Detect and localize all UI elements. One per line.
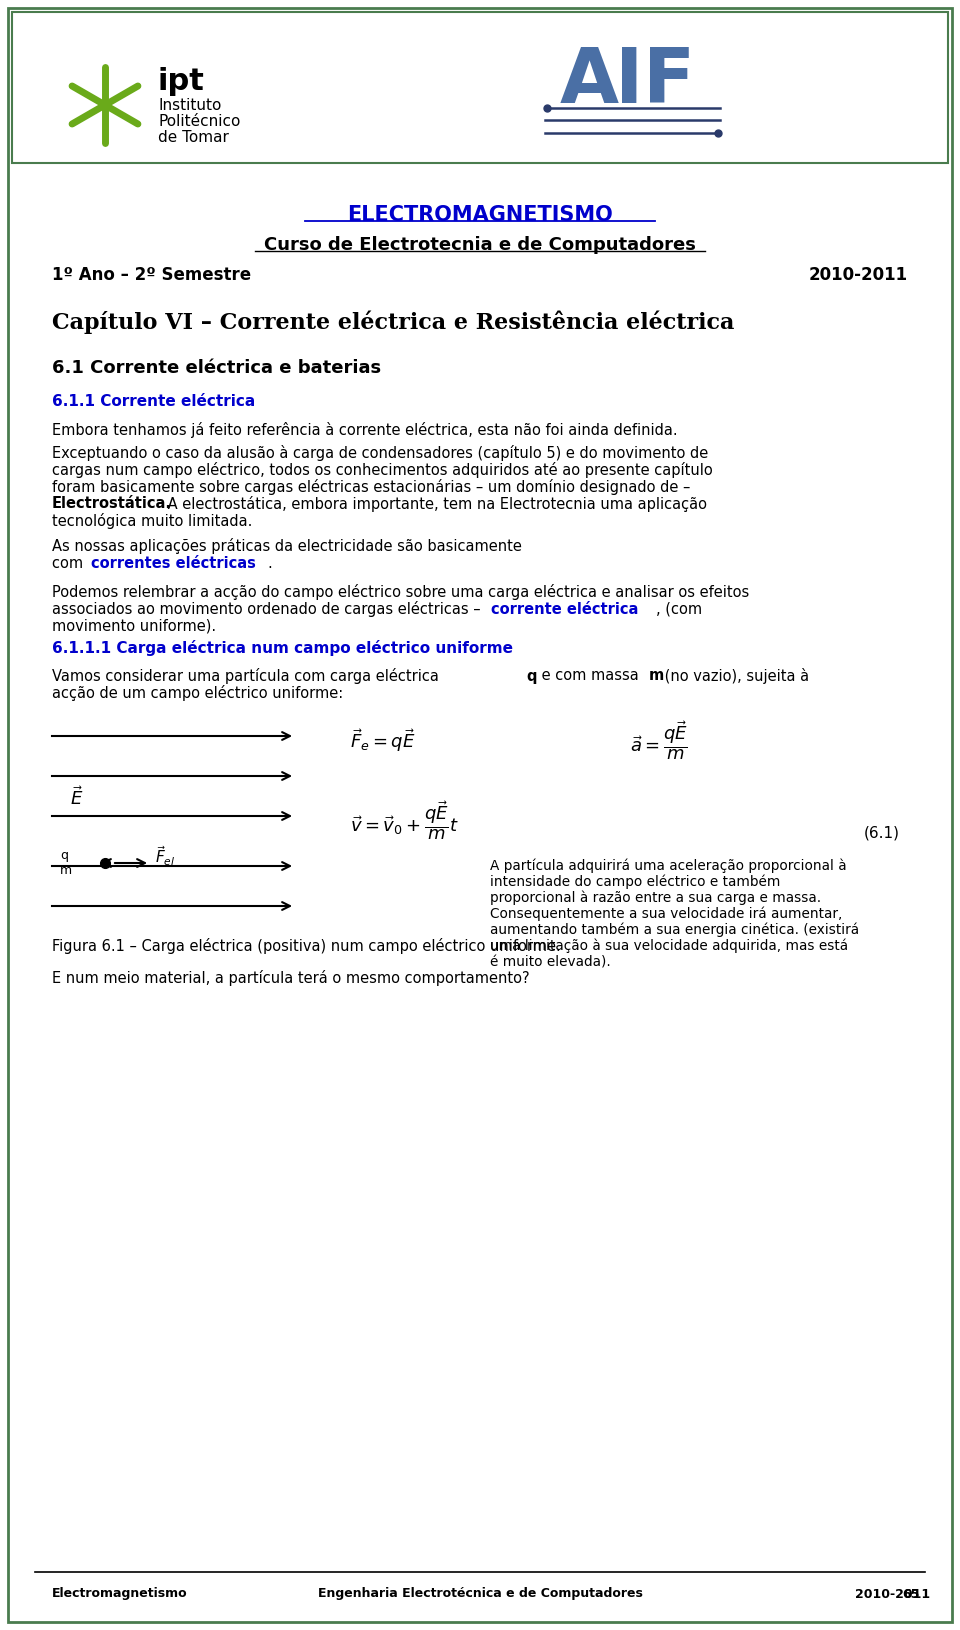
Text: e com massa: e com massa xyxy=(537,668,643,683)
Text: E num meio material, a partícula terá o mesmo comportamento?: E num meio material, a partícula terá o … xyxy=(52,970,530,986)
Text: 2010-2011: 2010-2011 xyxy=(855,1588,930,1601)
Text: cargas num campo eléctrico, todos os conhecimentos adquiridos até ao presente ca: cargas num campo eléctrico, todos os con… xyxy=(52,461,712,478)
Text: uma limitação à sua velocidade adquirida, mas está: uma limitação à sua velocidade adquirida… xyxy=(490,939,848,954)
Text: 2010-2011: 2010-2011 xyxy=(809,266,908,284)
Text: , (com: , (com xyxy=(656,601,702,616)
Text: .: . xyxy=(267,556,272,570)
Text: associados ao movimento ordenado de cargas eléctricas –: associados ao movimento ordenado de carg… xyxy=(52,601,485,618)
Text: Capítulo VI – Corrente eléctrica e Resistência eléctrica: Capítulo VI – Corrente eléctrica e Resis… xyxy=(52,310,734,334)
Text: Figura 6.1 – Carga eléctrica (positiva) num campo eléctrico uniforme.: Figura 6.1 – Carga eléctrica (positiva) … xyxy=(52,937,561,954)
Text: q: q xyxy=(526,668,537,683)
Text: (6.1): (6.1) xyxy=(864,825,900,841)
Text: m: m xyxy=(649,668,664,683)
Text: é muito elevada).: é muito elevada). xyxy=(490,955,611,968)
Text: movimento uniforme).: movimento uniforme). xyxy=(52,618,216,634)
Text: Podemos relembrar a acção do campo eléctrico sobre uma carga eléctrica e analisa: Podemos relembrar a acção do campo eléct… xyxy=(52,584,749,600)
Text: $\vec{v} = \vec{v}_0 + \dfrac{q\vec{E}}{m}t$: $\vec{v} = \vec{v}_0 + \dfrac{q\vec{E}}{… xyxy=(350,800,459,843)
Text: 6.1 Corrente eléctrica e baterias: 6.1 Corrente eléctrica e baterias xyxy=(52,359,381,377)
Text: foram basicamente sobre cargas eléctricas estacionárias – um domínio designado d: foram basicamente sobre cargas eléctrica… xyxy=(52,479,690,496)
Text: intensidade do campo eléctrico e também: intensidade do campo eléctrico e também xyxy=(490,875,780,890)
Text: corrente eléctrica: corrente eléctrica xyxy=(491,601,638,616)
Text: Embora tenhamos já feito referência à corrente eléctrica, esta não foi ainda def: Embora tenhamos já feito referência à co… xyxy=(52,422,678,438)
Text: F: F xyxy=(643,46,695,119)
Text: Politécnico: Politécnico xyxy=(158,114,240,129)
Text: I: I xyxy=(615,46,643,119)
Text: Instituto: Instituto xyxy=(158,98,222,112)
Text: 65: 65 xyxy=(902,1588,920,1601)
Text: proporcional à razão entre a sua carga e massa.: proporcional à razão entre a sua carga e… xyxy=(490,890,821,905)
Text: Exceptuando o caso da alusão à carga de condensadores (capítulo 5) e do moviment: Exceptuando o caso da alusão à carga de … xyxy=(52,445,708,461)
Text: A electrostática, embora importante, tem na Electrotecnia uma aplicação: A electrostática, embora importante, tem… xyxy=(163,496,707,512)
Text: Electromagnetismo: Electromagnetismo xyxy=(52,1588,187,1601)
Text: Consequentemente a sua velocidade irá aumentar,: Consequentemente a sua velocidade irá au… xyxy=(490,906,842,921)
Text: Engenharia Electrotécnica e de Computadores: Engenharia Electrotécnica e de Computado… xyxy=(318,1588,642,1601)
Text: 6.1.1 Corrente eléctrica: 6.1.1 Corrente eléctrica xyxy=(52,394,255,409)
Text: de Tomar: de Tomar xyxy=(158,129,228,145)
Text: $\vec{F}_e = q\vec{E}$: $\vec{F}_e = q\vec{E}$ xyxy=(350,727,416,755)
Text: $\vec{E}$: $\vec{E}$ xyxy=(70,787,84,810)
Text: A partícula adquirirá uma aceleração proporcional à: A partícula adquirirá uma aceleração pro… xyxy=(490,859,847,874)
Bar xyxy=(12,11,948,163)
Text: Vamos considerar uma partícula com carga eléctrica: Vamos considerar uma partícula com carga… xyxy=(52,668,444,685)
Text: Electrostática.: Electrostática. xyxy=(52,497,172,512)
Text: tecnológica muito limitada.: tecnológica muito limitada. xyxy=(52,513,252,530)
Text: (no vazio), sujeita à: (no vazio), sujeita à xyxy=(660,668,809,685)
Text: m: m xyxy=(60,864,72,877)
Text: correntes eléctricas: correntes eléctricas xyxy=(91,556,256,570)
Text: $\vec{F}_{el}$: $\vec{F}_{el}$ xyxy=(155,844,176,867)
Text: ipt: ipt xyxy=(158,67,204,96)
Text: Curso de Electrotecnia e de Computadores: Curso de Electrotecnia e de Computadores xyxy=(264,236,696,254)
Text: ELECTROMAGNETISMO: ELECTROMAGNETISMO xyxy=(348,205,612,225)
Text: acção de um campo eléctrico uniforme:: acção de um campo eléctrico uniforme: xyxy=(52,685,344,701)
Text: $\vec{a} = \dfrac{q\vec{E}}{m}$: $\vec{a} = \dfrac{q\vec{E}}{m}$ xyxy=(630,720,688,763)
Text: com: com xyxy=(52,556,87,570)
Text: aumentando também a sua energia cinética. (existirá: aumentando também a sua energia cinética… xyxy=(490,923,859,937)
Text: q: q xyxy=(60,849,68,862)
Text: A: A xyxy=(560,46,619,119)
Text: As nossas aplicações práticas da electricidade são basicamente: As nossas aplicações práticas da electri… xyxy=(52,538,522,554)
Text: 6.1.1.1 Carga eléctrica num campo eléctrico uniforme: 6.1.1.1 Carga eléctrica num campo eléctr… xyxy=(52,641,513,655)
Text: 1º Ano – 2º Semestre: 1º Ano – 2º Semestre xyxy=(52,266,252,284)
